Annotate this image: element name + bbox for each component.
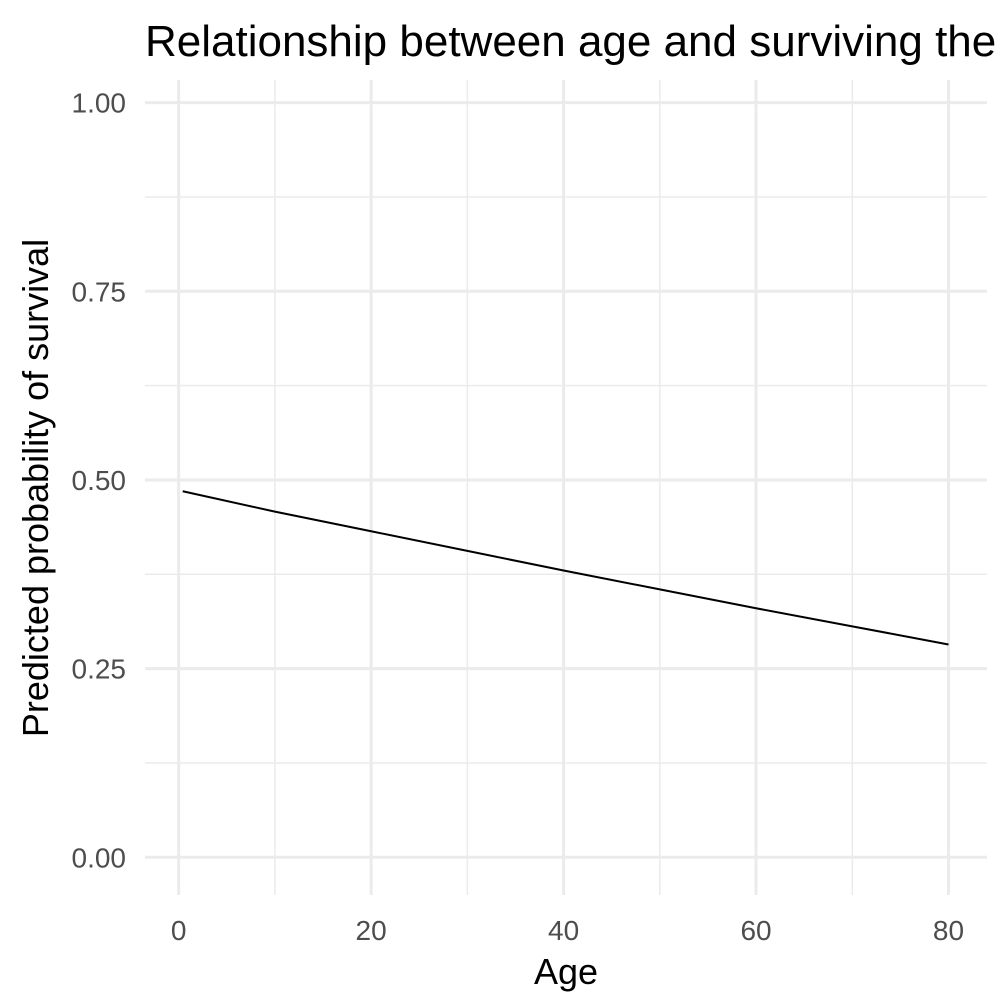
tick-labels: 0 20 40 60 80 0.00 0.25 0.50 0.75 1.00 (72, 88, 965, 946)
grid (145, 80, 987, 895)
y-tick-label: 0.50 (72, 465, 127, 496)
y-tick-label: 0.00 (72, 842, 127, 873)
x-tick-label: 0 (171, 915, 187, 946)
y-tick-label: 0.25 (72, 654, 127, 685)
x-tick-label: 80 (933, 915, 964, 946)
chart-title: Relationship between age and surviving t… (145, 17, 1008, 66)
series-line (182, 490, 949, 646)
series-layer (182, 490, 949, 646)
y-tick-label: 1.00 (72, 88, 127, 119)
x-tick-label: 60 (740, 915, 771, 946)
x-tick-label: 40 (548, 915, 579, 946)
y-axis-label: Predicted probability of survival (15, 239, 56, 737)
y-tick-label: 0.75 (72, 276, 127, 307)
x-tick-label: 20 (356, 915, 387, 946)
x-axis-label: Age (534, 951, 598, 992)
